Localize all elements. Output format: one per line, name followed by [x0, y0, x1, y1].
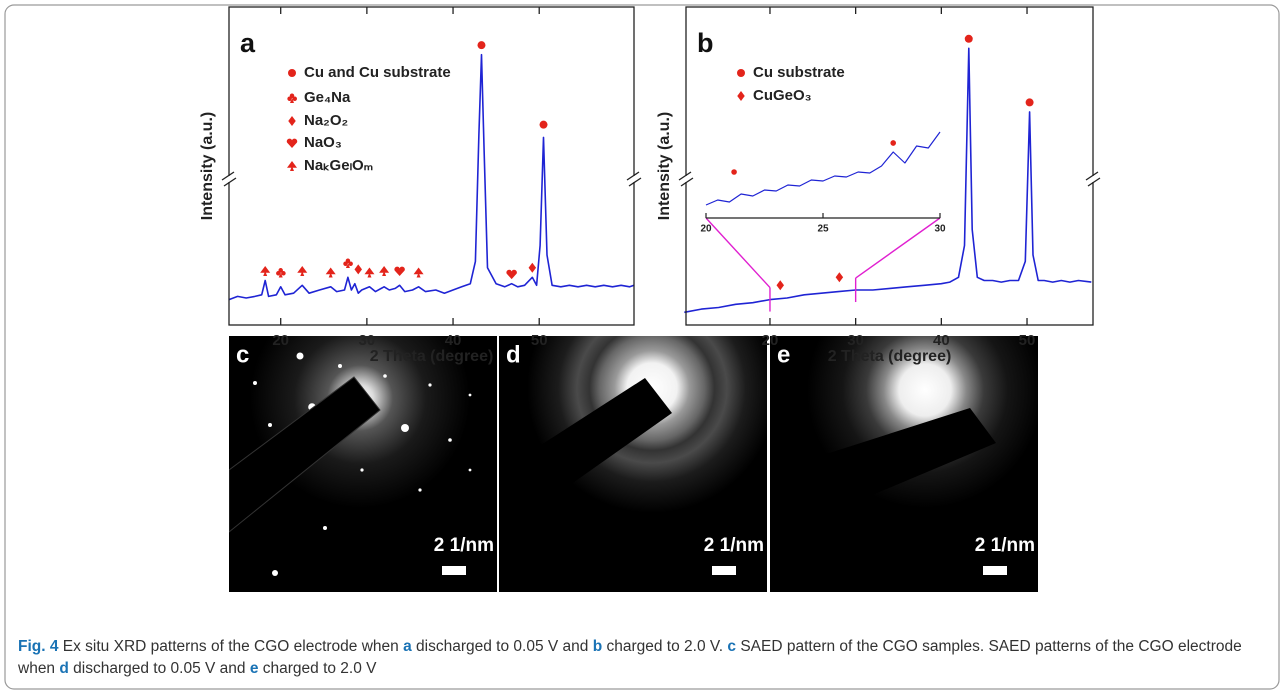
inset-peak-marker: [731, 169, 737, 175]
legend-symbol: [288, 116, 296, 126]
image-label: c: [236, 341, 249, 368]
legend-symbol: [288, 69, 296, 77]
axes-frame: [685, 6, 1094, 326]
peak-marker: [1025, 98, 1034, 107]
legend-label: Na₂O₂: [304, 112, 348, 129]
saed-image-e: [770, 336, 1038, 592]
xrd-curve: [684, 47, 1092, 314]
caption-text: Fig. 4: [18, 638, 59, 655]
x-tick-label: 50: [531, 332, 548, 349]
axis-break: [1087, 177, 1101, 187]
peak-marker: [297, 265, 308, 276]
peak-marker: [477, 41, 486, 50]
peak-marker: [539, 120, 548, 129]
saed-image-d: [499, 336, 767, 592]
peak-marker: [835, 272, 844, 283]
peak-marker: [394, 266, 405, 276]
caption-text: Ex situ XRD patterns of the CGO electrod…: [58, 638, 404, 655]
y-axis-label: Intensity (a.u.): [199, 112, 216, 220]
legend-symbol: [287, 93, 297, 103]
axis-break: [626, 171, 640, 181]
axis-break-gap: [678, 176, 694, 182]
x-tick-label: 40: [445, 332, 462, 349]
caption-text: d: [59, 660, 69, 677]
legend-label: Cu and Cu substrate: [304, 64, 451, 81]
figure-caption: Fig. 4 Ex situ XRD patterns of the CGO e…: [18, 636, 1274, 680]
peak-marker: [276, 268, 286, 278]
scale-bar: [983, 566, 1007, 575]
scale-bar-label: 2 1/nm: [975, 535, 1035, 556]
x-axis-label: 2 Theta (degree): [828, 348, 952, 365]
scale-bar-label: 2 1/nm: [434, 535, 494, 556]
x-tick-label: 20: [762, 332, 779, 349]
caption-text: discharged to 0.05 V and: [411, 638, 593, 655]
zoom-connector: [855, 217, 941, 279]
caption-text: charged to 2.0 V: [258, 660, 377, 677]
axes-frame: [228, 6, 635, 326]
x-tick-label: 30: [847, 332, 864, 349]
image-label: e: [777, 341, 790, 368]
scale-bar: [712, 566, 736, 575]
legend-label: CuGeO₃: [753, 87, 812, 104]
peak-marker: [506, 269, 517, 280]
axis-break: [223, 177, 237, 187]
x-tick-label: 30: [359, 332, 376, 349]
caption-text: discharged to 0.05 V and: [68, 660, 250, 677]
caption-text: b: [592, 638, 603, 655]
x-tick-label: 40: [933, 332, 950, 349]
axis-break: [628, 177, 642, 187]
peak-marker: [260, 265, 271, 276]
legend-label: Ge₄Na: [304, 89, 351, 106]
saed-image-c: [229, 336, 497, 592]
axis-break: [678, 171, 692, 181]
inset-x-tick-label: 20: [700, 224, 712, 235]
axis-break-gap: [626, 176, 642, 182]
peak-marker: [354, 264, 363, 275]
xrd-curve: [228, 53, 635, 301]
caption-text: e: [249, 660, 259, 677]
figure-border: [4, 4, 1280, 690]
caption-text: SAED pattern of the CGO samples. SAED pa…: [18, 638, 1242, 677]
peak-marker: [413, 267, 424, 278]
legend-label: NaₖGeₗOₘ: [304, 157, 373, 174]
legend-symbol: [737, 69, 745, 77]
axis-break-gap: [1085, 176, 1101, 182]
inset-peak-marker: [890, 140, 897, 146]
caption-text: a: [403, 638, 412, 655]
peak-marker: [379, 265, 390, 276]
scale-bar-label: 2 1/nm: [704, 535, 764, 556]
x-tick-label: 20: [272, 332, 289, 349]
inset-x-tick-label: 25: [817, 224, 829, 235]
zoom-connector: [705, 217, 771, 289]
peak-marker: [343, 258, 353, 268]
axis-break: [1085, 171, 1099, 181]
legend-symbol: [287, 161, 297, 171]
peak-marker: [964, 34, 973, 43]
image-label: d: [506, 341, 521, 368]
x-axis-label: 2 Theta (degree): [370, 348, 494, 365]
caption-text: charged to 2.0 V.: [602, 638, 728, 655]
axis-break-gap: [221, 176, 237, 182]
caption-text: c: [727, 638, 737, 655]
peak-marker: [776, 280, 785, 291]
axis-break: [221, 171, 235, 181]
y-axis-label: Intensity (a.u.): [656, 112, 673, 220]
peak-marker: [364, 267, 375, 278]
axis-break: [680, 177, 694, 187]
x-tick-label: 50: [1019, 332, 1036, 349]
legend-label: NaO₃: [304, 134, 342, 151]
legend-label: Cu substrate: [753, 64, 845, 81]
peak-marker: [325, 267, 336, 278]
inset-curve: [705, 131, 941, 206]
scale-bar: [442, 566, 466, 575]
legend-symbol: [286, 138, 298, 148]
panel-label: a: [240, 28, 256, 58]
panel-label: b: [697, 28, 714, 58]
peak-marker: [528, 262, 537, 273]
legend-symbol: [737, 91, 745, 101]
inset-x-tick-label: 30: [934, 224, 946, 235]
